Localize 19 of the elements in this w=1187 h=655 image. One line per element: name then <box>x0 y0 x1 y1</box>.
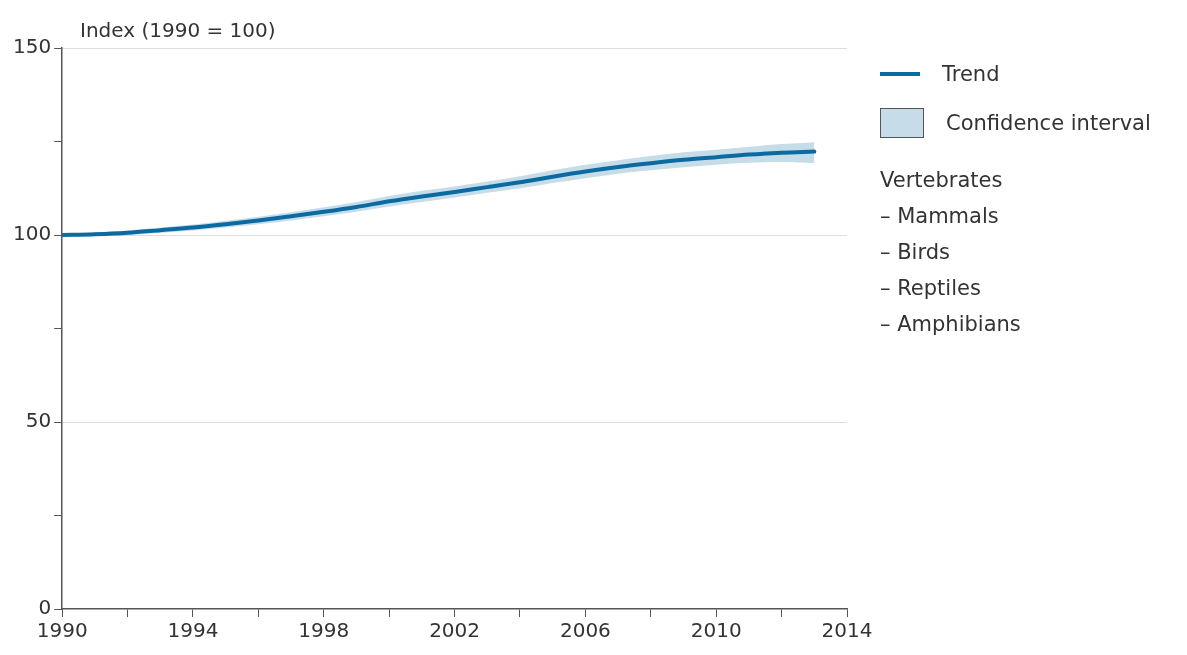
x-tick-label: 1994 <box>167 618 219 643</box>
text: – Mammals <box>880 203 1000 230</box>
text: – Birds <box>880 239 951 266</box>
x-tick-label: 2002 <box>429 618 481 643</box>
y-tick-label: 100 <box>12 221 52 246</box>
text: Vertebrates <box>880 167 1004 194</box>
text: – Reptiles <box>880 275 982 302</box>
y-tick-label: 150 <box>12 34 52 59</box>
x-tick-label: 2010 <box>690 618 742 643</box>
x-tick-label: 2014 <box>821 618 873 643</box>
x-tick-label: 1990 <box>36 618 88 643</box>
x-tick-label: 2006 <box>559 618 611 643</box>
y-tick-label: 50 <box>25 408 52 433</box>
y-tick-label: 0 <box>38 595 52 620</box>
text: Confidence interval <box>946 111 1151 135</box>
x-tick-label: 1998 <box>298 618 350 643</box>
legend-label: Trend <box>942 62 1000 86</box>
y-axis-title: Index (1990 = 100) <box>80 18 276 42</box>
text: – Amphibians <box>880 311 1022 338</box>
